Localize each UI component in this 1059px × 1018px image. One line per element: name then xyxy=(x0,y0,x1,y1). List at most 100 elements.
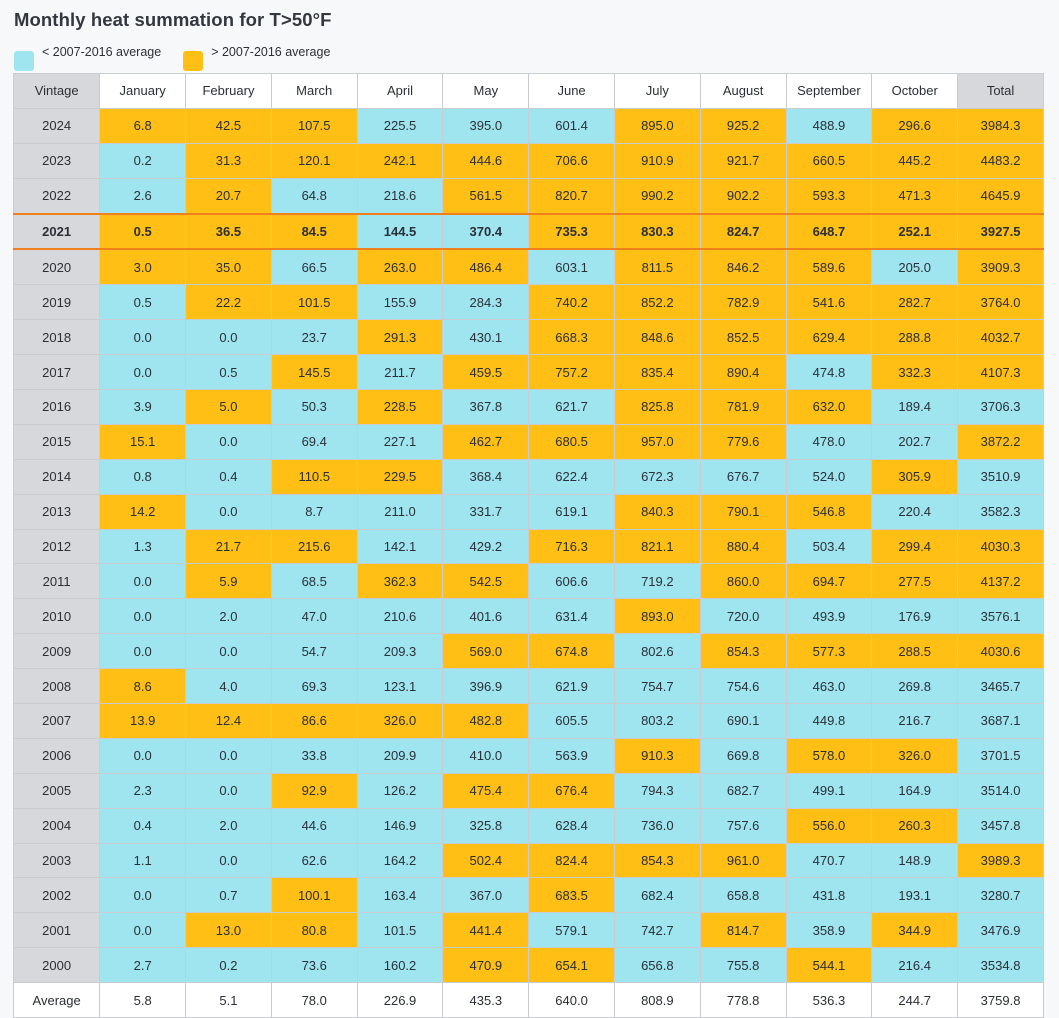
value-cell-february: 22.2 xyxy=(185,284,272,321)
table-row: 2019 0.5 22.2 101.5 155.9 284.3 740.2 852.2 782.… xyxy=(12,284,1044,321)
value-cell-september: 589.6 xyxy=(785,248,873,286)
value-cell-march: 107.5 xyxy=(270,107,358,144)
table-row: 2016 3.9 5.0 50.3 228.5 367.8 621.7 825.8 781.9 6… xyxy=(12,389,1044,425)
table-row: 2005 2.3 0.0 92.9 126.2 475.4 676.4 794.3 682.7 4… xyxy=(12,772,1044,809)
value-cell-july: 803.2 xyxy=(613,703,701,739)
value-cell-may: 325.8 xyxy=(442,807,530,844)
value-cell-july: 835.4 xyxy=(613,354,701,391)
vintage-cell: 2009 xyxy=(12,633,101,670)
value-cell-february: 2.0 xyxy=(185,807,272,844)
value-cell-may: 462.7 xyxy=(442,423,530,460)
value-cell-january: 2.6 xyxy=(99,177,187,215)
value-cell-total: 3476.9 xyxy=(957,912,1044,949)
value-cell-october: 344.9 xyxy=(871,912,959,949)
table-row: 2002 0.0 0.7 100.1 163.4 367.0 683.5 682.4 658.8… xyxy=(12,877,1044,914)
value-cell-june: 605.5 xyxy=(528,703,615,739)
value-cell-january: 1.3 xyxy=(99,528,187,565)
value-cell-february: 12.4 xyxy=(185,703,272,739)
value-cell-august: 669.8 xyxy=(699,737,787,774)
value-cell-september: 541.6 xyxy=(785,284,873,321)
value-cell-total: 4107.3 xyxy=(957,354,1044,391)
value-cell-march: 120.1 xyxy=(270,142,358,179)
value-cell-august: 854.3 xyxy=(699,633,787,670)
value-cell-total: 3582.3 xyxy=(957,493,1044,530)
value-cell-august: 676.7 xyxy=(699,458,787,495)
value-cell-august: 720.0 xyxy=(699,598,787,635)
value-cell-august: 754.6 xyxy=(699,668,787,705)
value-cell-october: 305.9 xyxy=(871,458,959,495)
value-cell-september: 632.0 xyxy=(785,389,873,425)
vintage-cell: 2021 xyxy=(12,212,101,251)
value-cell-june: 680.5 xyxy=(528,423,615,460)
value-cell-may: 395.0 xyxy=(442,107,530,144)
value-cell-march: 33.8 xyxy=(270,737,358,774)
value-cell-may: 470.9 xyxy=(442,947,530,984)
value-cell-january: 0.5 xyxy=(99,284,187,321)
value-cell-august: 781.9 xyxy=(699,389,787,425)
value-cell-january: 0.0 xyxy=(99,737,187,774)
average-cell-march: 78.0 xyxy=(270,982,358,1018)
value-cell-may: 459.5 xyxy=(442,354,530,391)
value-cell-may: 429.2 xyxy=(442,528,530,565)
value-cell-february: 0.0 xyxy=(185,772,272,809)
value-cell-september: 546.8 xyxy=(785,493,873,530)
value-cell-total: 3989.3 xyxy=(957,842,1044,879)
value-cell-june: 603.1 xyxy=(528,248,615,286)
value-cell-total: 3701.5 xyxy=(957,737,1044,774)
value-cell-june: 676.4 xyxy=(528,772,615,809)
value-cell-may: 502.4 xyxy=(442,842,530,879)
value-cell-february: 20.7 xyxy=(185,177,272,215)
value-cell-june: 619.1 xyxy=(528,493,615,530)
value-cell-july: 848.6 xyxy=(613,319,701,356)
value-cell-july: 811.5 xyxy=(613,248,701,286)
value-cell-july: 893.0 xyxy=(613,598,701,635)
value-cell-june: 654.1 xyxy=(528,947,615,984)
value-cell-august: 790.1 xyxy=(699,493,787,530)
value-cell-june: 716.3 xyxy=(528,528,615,565)
value-cell-september: 431.8 xyxy=(785,877,873,914)
value-cell-january: 0.0 xyxy=(99,354,187,391)
value-cell-april: 209.3 xyxy=(356,633,444,670)
vintage-cell: 2006 xyxy=(12,737,101,774)
value-cell-june: 757.2 xyxy=(528,354,615,391)
value-cell-february: 5.9 xyxy=(185,563,272,600)
value-cell-october: 176.9 xyxy=(871,598,959,635)
value-cell-october: 296.6 xyxy=(871,107,959,144)
value-cell-march: 145.5 xyxy=(270,354,358,391)
value-cell-july: 794.3 xyxy=(613,772,701,809)
average-row: Average 5.8 5.1 78.0 226.9 435.3 640.0 808.9 778… xyxy=(12,982,1044,1018)
value-cell-october: 189.4 xyxy=(871,389,959,425)
value-cell-february: 0.7 xyxy=(185,877,272,914)
value-cell-april: 211.0 xyxy=(356,493,444,530)
value-cell-august: 880.4 xyxy=(699,528,787,565)
vintage-cell: 2018 xyxy=(12,319,101,356)
value-cell-april: 210.6 xyxy=(356,598,444,635)
average-cell-january: 5.8 xyxy=(99,982,187,1018)
value-cell-april: 263.0 xyxy=(356,248,444,286)
value-cell-june: 735.3 xyxy=(528,212,615,251)
vintage-cell: 2003 xyxy=(12,842,101,879)
vintage-cell: 2008 xyxy=(12,668,101,705)
table-row: 2018 0.0 0.0 23.7 291.3 430.1 668.3 848.6 852.5 6… xyxy=(12,319,1044,356)
legend-item-low: < 2007-2016 average xyxy=(14,45,161,71)
value-cell-may: 396.9 xyxy=(442,668,530,705)
table-row: 2024 6.8 42.5 107.5 225.5 395.0 601.4 895.0 925.… xyxy=(12,107,1044,144)
value-cell-june: 579.1 xyxy=(528,912,615,949)
table-row: 2012 1.3 21.7 215.6 142.1 429.2 716.3 821.1 880.… xyxy=(12,528,1044,565)
value-cell-january: 0.0 xyxy=(99,563,187,600)
value-cell-february: 0.4 xyxy=(185,458,272,495)
chart-title: Monthly heat summation for T>50°F xyxy=(14,9,332,30)
average-cell-august: 778.8 xyxy=(699,982,787,1018)
value-cell-september: 524.0 xyxy=(785,458,873,495)
value-cell-september: 577.3 xyxy=(785,633,873,670)
table-row: 2021 0.5 36.5 84.5 144.5 370.4 735.3 830.3 824.7… xyxy=(12,212,1044,251)
value-cell-august: 890.4 xyxy=(699,354,787,391)
value-cell-july: 682.4 xyxy=(613,877,701,914)
value-cell-october: 332.3 xyxy=(871,354,959,391)
value-cell-july: 672.3 xyxy=(613,458,701,495)
value-cell-february: 31.3 xyxy=(185,142,272,179)
value-cell-october: 277.5 xyxy=(871,563,959,600)
value-cell-may: 370.4 xyxy=(442,212,530,251)
value-cell-september: 556.0 xyxy=(785,807,873,844)
table-row: 2017 0.0 0.5 145.5 211.7 459.5 757.2 835.4 890.4… xyxy=(12,354,1044,391)
